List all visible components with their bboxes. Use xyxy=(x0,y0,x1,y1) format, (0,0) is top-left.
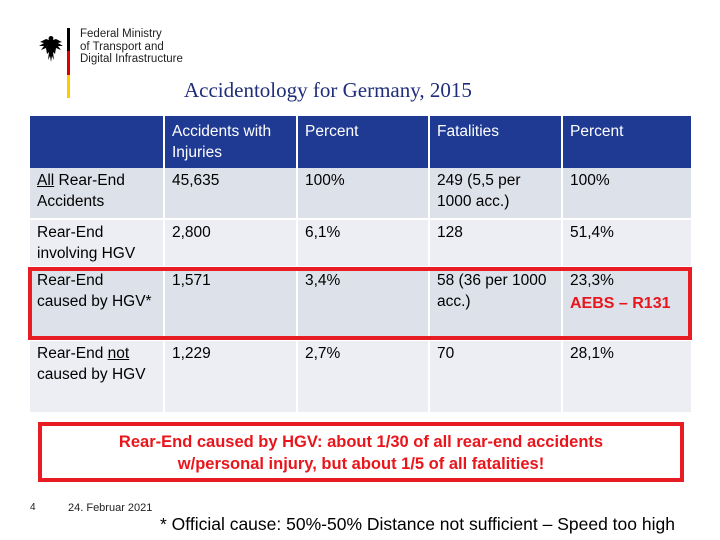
row-label-underlined: All xyxy=(37,172,55,189)
accident-table: Accidents with Injuries Percent Fataliti… xyxy=(30,116,693,414)
ministry-name: Federal Ministry of Transport and Digita… xyxy=(80,28,183,66)
table-cell: 58 (36 per 1000 acc.) xyxy=(429,267,563,341)
slide-date: 24. Februar 2021 xyxy=(68,502,153,514)
table-cell: 45,635 xyxy=(164,168,298,220)
row-label: All Rear-End Accidents xyxy=(30,168,165,220)
table-header-corner xyxy=(30,116,165,168)
table-cell: 249 (5,5 per 1000 acc.) xyxy=(429,168,563,220)
row-label-text: caused by HGV xyxy=(37,366,146,383)
slide-title: Accidentology for Germany, 2015 xyxy=(184,78,472,102)
flag-stripe-black xyxy=(67,28,70,52)
flag-stripe-gold xyxy=(67,74,70,98)
table-row: Rear-End involving HGV 2,800 6,1% 128 51… xyxy=(30,219,693,268)
column-header: Accidents with Injuries xyxy=(164,116,298,168)
table-cell: 100% xyxy=(297,168,430,220)
table-cell: 28,1% xyxy=(562,340,693,414)
table-cell: 6,1% xyxy=(297,219,430,268)
callout-line: Rear-End caused by HGV: about 1/30 of al… xyxy=(118,433,604,451)
callout-line: w/personal injury, but about 1/5 of all … xyxy=(177,455,545,473)
table-cell: 3,4% xyxy=(297,267,430,341)
table-cell: 100% xyxy=(562,168,693,220)
row-label-underlined: not xyxy=(107,345,130,362)
table-cell: 2,7% xyxy=(297,340,430,414)
percent-value: 23,3% xyxy=(570,272,614,289)
row-label: Rear-End involving HGV xyxy=(30,219,165,268)
callout-box: Rear-End caused by HGV: about 1/30 of al… xyxy=(38,422,684,482)
table-cell: 51,4% xyxy=(562,219,693,268)
column-header: Percent xyxy=(297,116,430,168)
ministry-line: Federal Ministry xyxy=(80,28,162,40)
row-label-text: Rear-End xyxy=(37,345,108,362)
table-cell: 1,229 xyxy=(164,340,298,414)
table-row: Rear-End not caused by HGV 1,229 2,7% 70… xyxy=(30,340,693,414)
ministry-line: of Transport and xyxy=(80,40,164,53)
footnote: * Official cause: 50%-50% Distance not s… xyxy=(160,514,675,534)
table-row: All Rear-End Accidents 45,635 100% 249 (… xyxy=(30,168,693,220)
flag-stripe-red xyxy=(67,51,70,75)
aebs-note: AEBS – R131 xyxy=(570,295,671,312)
table-cell: 1,571 xyxy=(164,267,298,341)
row-label-text: Rear-End Accidents xyxy=(37,172,125,210)
highlight-frame xyxy=(28,267,692,340)
column-header: Fatalities xyxy=(429,116,563,168)
row-label: Rear-End not caused by HGV xyxy=(30,340,165,414)
table-cell: 128 xyxy=(429,219,563,268)
page-number: 4 xyxy=(30,502,36,513)
table-cell: 70 xyxy=(429,340,563,414)
table-row-highlighted: Rear-End caused by HGV* 1,571 3,4% 58 (3… xyxy=(30,267,693,341)
ministry-line: Digital Infrastructure xyxy=(80,53,183,65)
eagle-icon xyxy=(39,36,63,62)
german-flag-bar xyxy=(67,28,70,98)
column-header: Percent xyxy=(562,116,693,168)
table-header-row: Accidents with Injuries Percent Fataliti… xyxy=(30,116,693,168)
table-cell: 2,800 xyxy=(164,219,298,268)
